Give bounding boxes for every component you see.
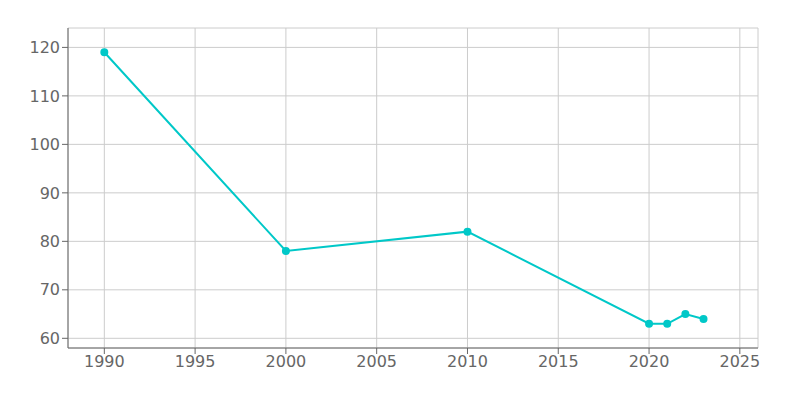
svg-text:80: 80 xyxy=(40,232,60,251)
svg-text:2020: 2020 xyxy=(629,352,670,371)
svg-text:60: 60 xyxy=(40,329,60,348)
svg-text:1990: 1990 xyxy=(84,352,125,371)
svg-text:2005: 2005 xyxy=(356,352,397,371)
svg-text:120: 120 xyxy=(29,38,60,57)
svg-text:100: 100 xyxy=(29,135,60,154)
svg-text:70: 70 xyxy=(40,280,60,299)
svg-text:1995: 1995 xyxy=(175,352,216,371)
svg-text:2015: 2015 xyxy=(538,352,579,371)
svg-text:90: 90 xyxy=(40,184,60,203)
svg-text:2025: 2025 xyxy=(719,352,760,371)
svg-text:2000: 2000 xyxy=(266,352,307,371)
svg-text:2010: 2010 xyxy=(447,352,488,371)
svg-text:110: 110 xyxy=(29,87,60,106)
